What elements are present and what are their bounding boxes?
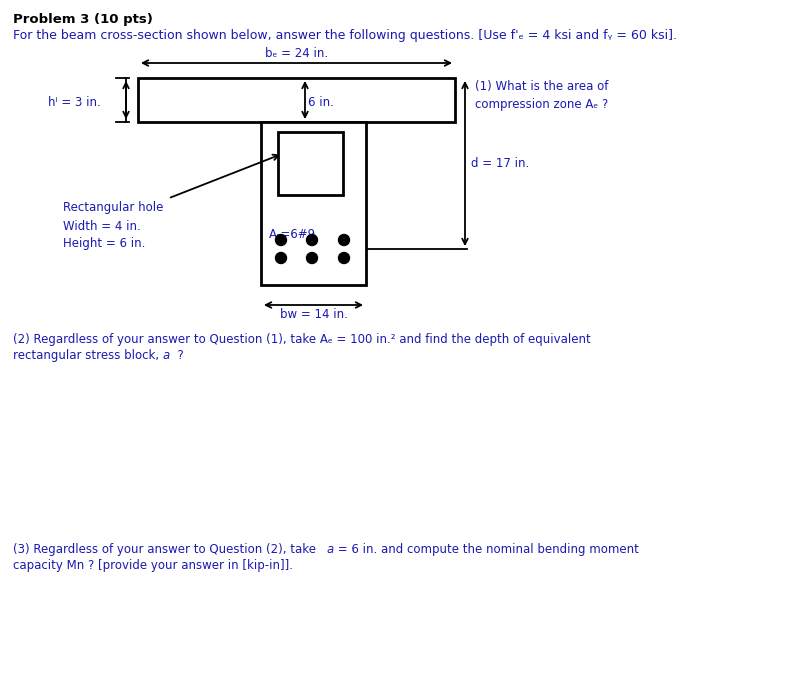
Circle shape: [339, 252, 350, 263]
Text: Aₛ=6#9: Aₛ=6#9: [269, 228, 316, 241]
Text: Problem 3 (10 pts): Problem 3 (10 pts): [13, 13, 152, 26]
Circle shape: [276, 235, 287, 245]
Circle shape: [276, 252, 287, 263]
Text: 6 in.: 6 in.: [308, 95, 334, 109]
Text: capacity Mn ? [provide your answer in [kip-in]].: capacity Mn ? [provide your answer in [k…: [13, 559, 293, 572]
Text: For the beam cross-section shown below, answer the following questions. [Use f'ₑ: For the beam cross-section shown below, …: [13, 29, 677, 42]
Circle shape: [307, 235, 318, 245]
Bar: [278, 132, 343, 195]
Text: a: a: [327, 543, 334, 556]
Bar: [138, 78, 455, 122]
Text: a: a: [163, 349, 171, 362]
Text: (1) What is the area of
compression zone Aₑ ?: (1) What is the area of compression zone…: [475, 80, 608, 111]
Text: Rectangular hole
Width = 4 in.
Height = 6 in.: Rectangular hole Width = 4 in. Height = …: [63, 201, 163, 250]
Text: d = 17 in.: d = 17 in.: [471, 157, 529, 170]
Circle shape: [339, 235, 350, 245]
Text: bᴡ = 14 in.: bᴡ = 14 in.: [280, 308, 347, 321]
Bar: [261, 122, 366, 285]
Text: (3) Regardless of your answer to Question (2), take: (3) Regardless of your answer to Questio…: [13, 543, 320, 556]
Text: = 6 in. and compute the nominal bending moment: = 6 in. and compute the nominal bending …: [334, 543, 639, 556]
Text: (2) Regardless of your answer to Question (1), take Aₑ = 100 in.² and find the d: (2) Regardless of your answer to Questio…: [13, 333, 591, 346]
Text: rectangular stress block,: rectangular stress block,: [13, 349, 163, 362]
Text: bₑ = 24 in.: bₑ = 24 in.: [265, 47, 328, 60]
Circle shape: [307, 252, 318, 263]
Text: ?: ?: [170, 349, 184, 362]
Text: hⁱ = 3 in.: hⁱ = 3 in.: [48, 95, 101, 109]
